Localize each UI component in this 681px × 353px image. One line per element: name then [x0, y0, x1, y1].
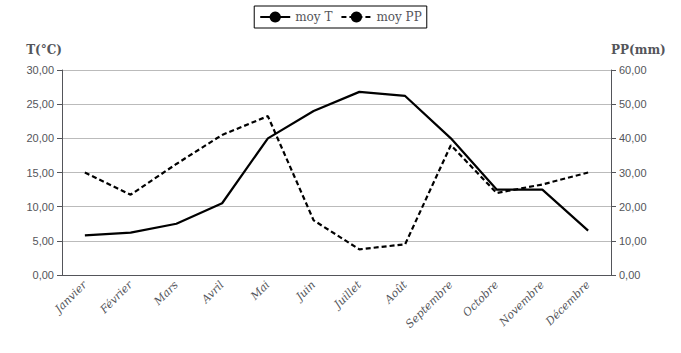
svg-text:T(°C): T(°C)	[26, 43, 62, 57]
svg-text:15,00: 15,00	[26, 167, 54, 179]
svg-text:Janvier: Janvier	[51, 278, 90, 317]
svg-text:moy T: moy T	[295, 10, 332, 24]
svg-text:5,00: 5,00	[33, 235, 54, 247]
svg-text:Septembre: Septembre	[403, 278, 455, 330]
svg-text:60,00: 60,00	[619, 64, 647, 76]
svg-text:Août: Août	[381, 278, 410, 307]
svg-text:30,00: 30,00	[619, 167, 647, 179]
svg-text:Avril: Avril	[198, 278, 227, 307]
svg-text:30,00: 30,00	[26, 64, 54, 76]
svg-text:moy PP: moy PP	[376, 10, 421, 24]
svg-text:50,00: 50,00	[619, 98, 647, 110]
svg-text:Décembre: Décembre	[542, 278, 592, 328]
svg-text:0,00: 0,00	[33, 269, 54, 281]
svg-text:Mai: Mai	[248, 278, 273, 303]
svg-text:20,00: 20,00	[26, 132, 54, 144]
svg-text:Février: Février	[97, 278, 136, 317]
svg-text:PP(mm): PP(mm)	[611, 43, 666, 57]
svg-text:Mars: Mars	[151, 278, 181, 308]
svg-text:25,00: 25,00	[26, 98, 54, 110]
svg-text:10,00: 10,00	[26, 201, 54, 213]
svg-text:0,00: 0,00	[619, 269, 640, 281]
svg-text:10,00: 10,00	[619, 235, 647, 247]
svg-text:Novembre: Novembre	[496, 278, 547, 329]
svg-text:40,00: 40,00	[619, 132, 647, 144]
svg-text:Juillet: Juillet	[330, 278, 364, 312]
svg-text:Juin: Juin	[292, 278, 318, 304]
svg-text:Octobre: Octobre	[460, 278, 501, 319]
svg-text:20,00: 20,00	[619, 201, 647, 213]
